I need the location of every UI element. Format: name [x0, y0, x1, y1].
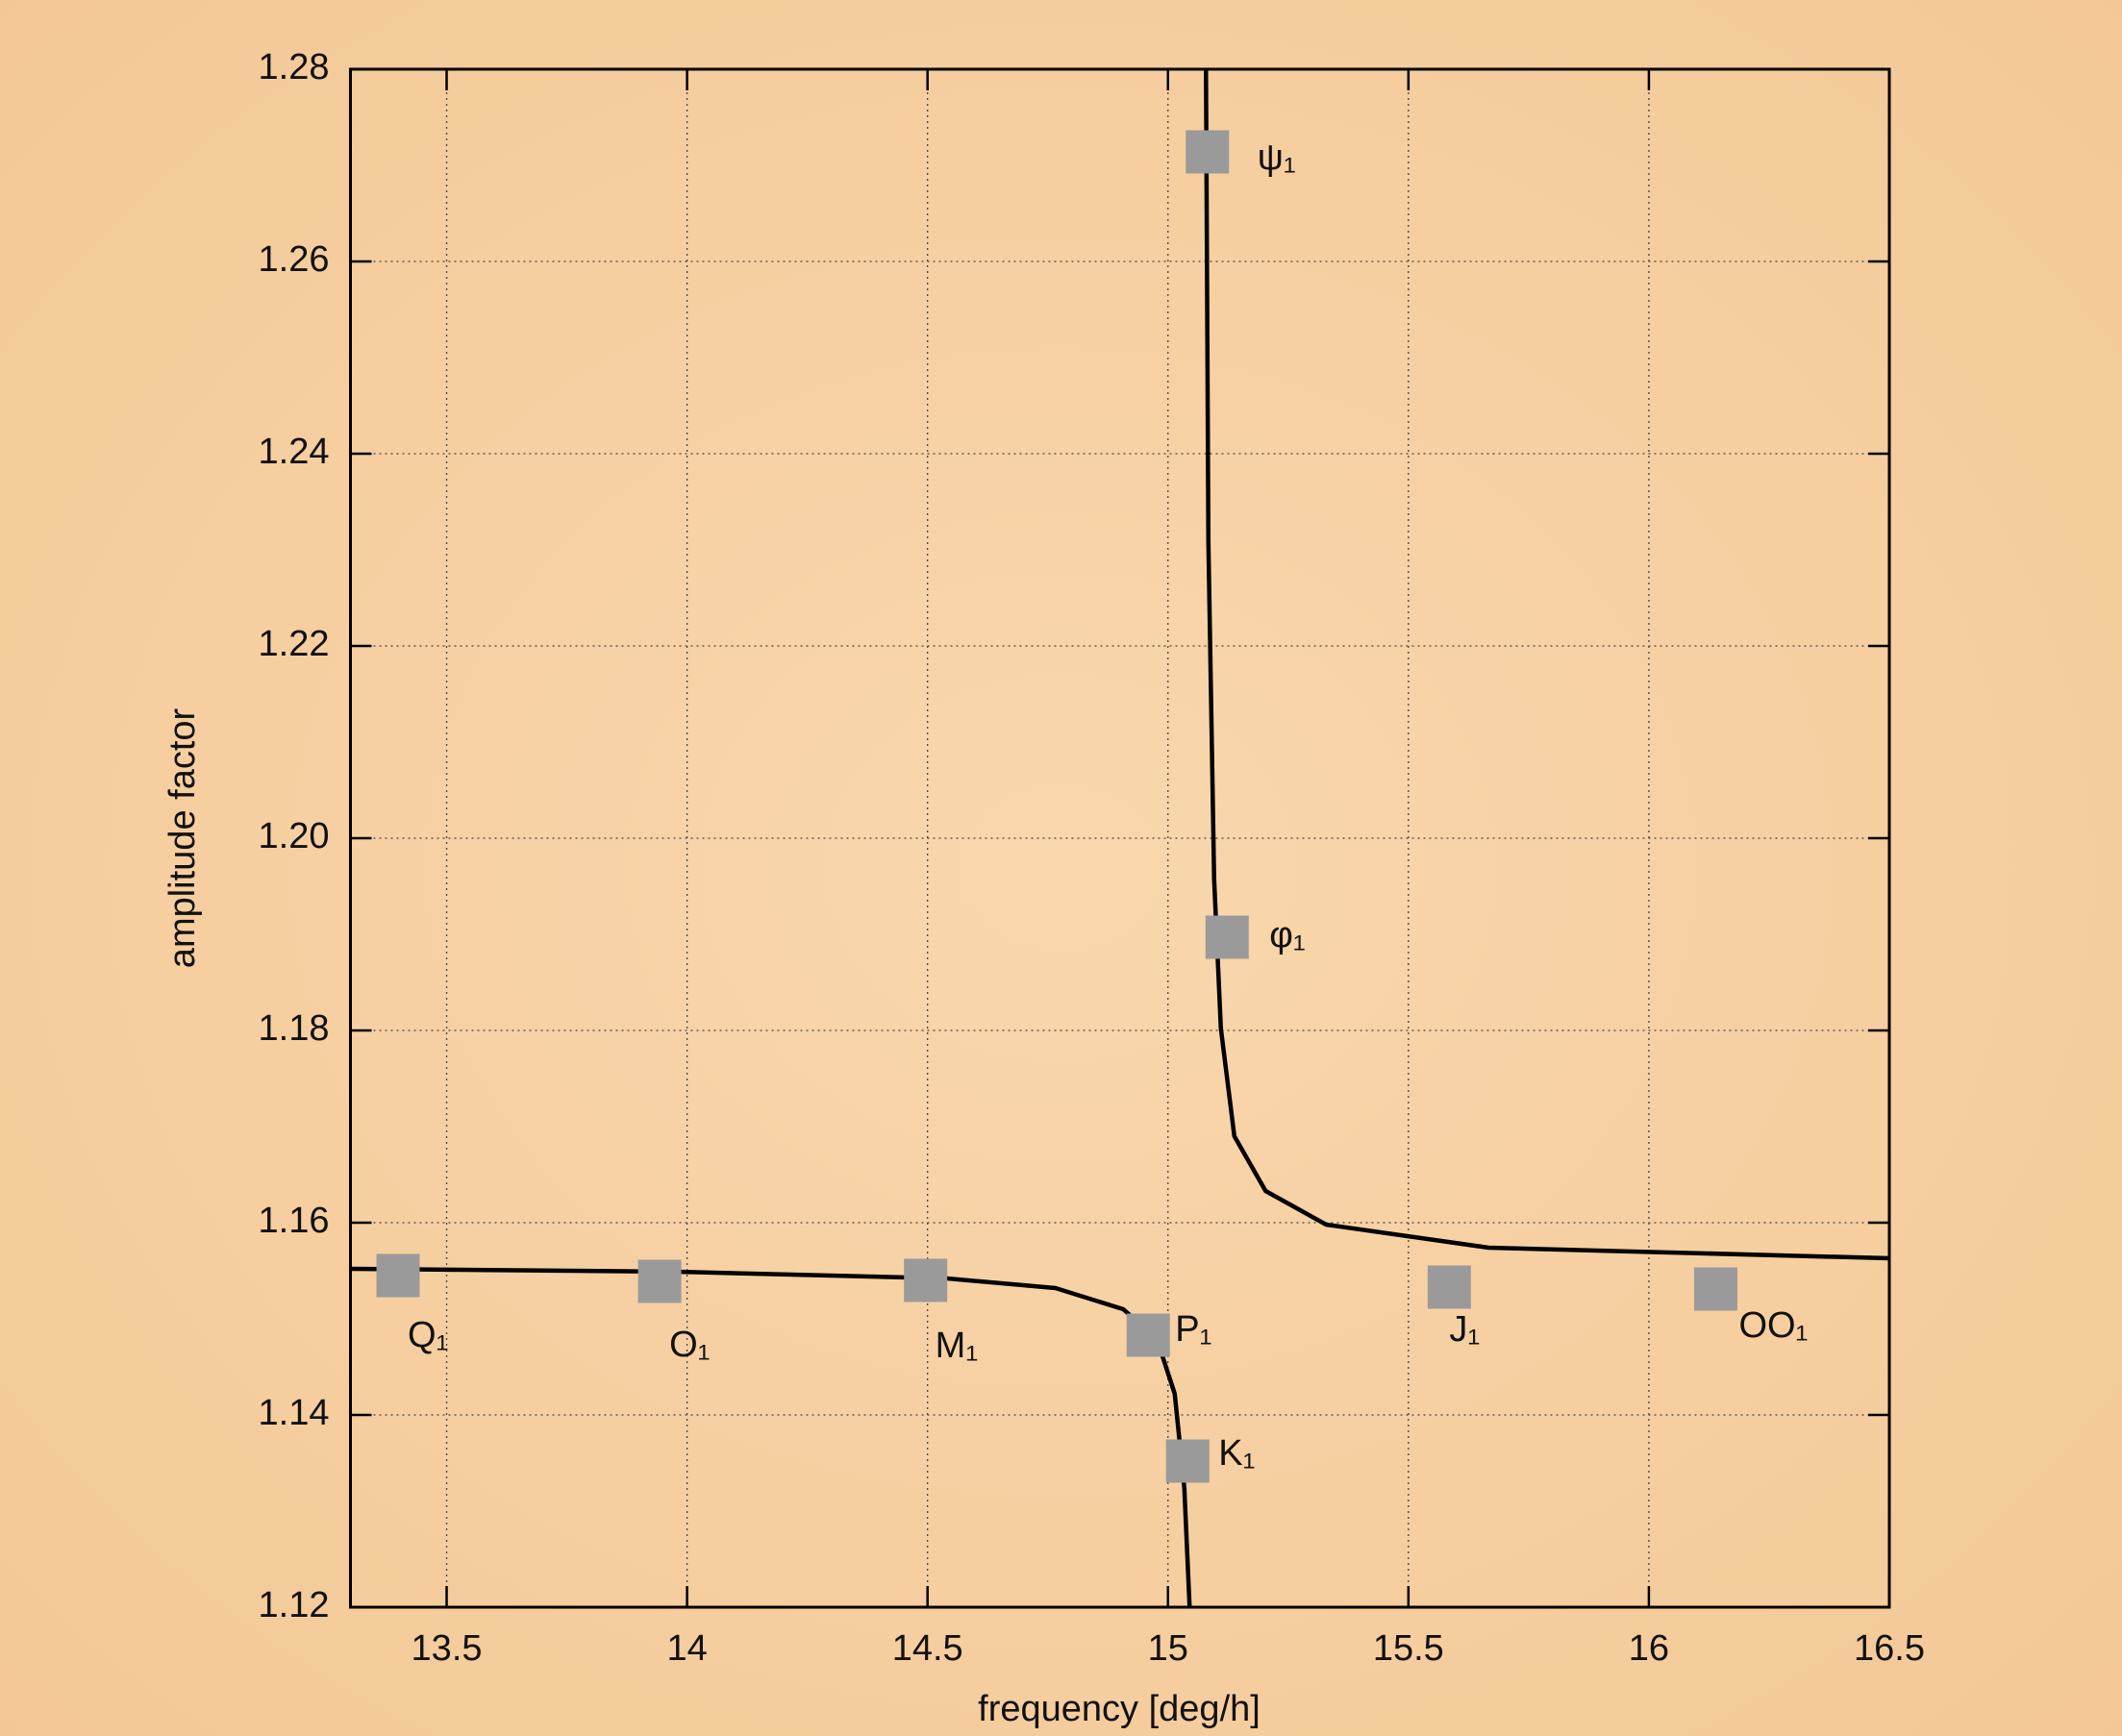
data-point [377, 1254, 420, 1298]
y-tick-label: 1.28 [259, 47, 330, 87]
data-point [1428, 1266, 1471, 1309]
y-tick-label: 1.14 [259, 1393, 330, 1433]
x-tick-label: 15.5 [1373, 1628, 1444, 1669]
point-label: K₁ [1218, 1433, 1255, 1474]
data-point [1694, 1268, 1737, 1311]
x-tick-label: 13.5 [412, 1628, 483, 1669]
y-tick-label: 1.24 [259, 432, 330, 472]
y-tick-label: 1.18 [259, 1008, 330, 1049]
point-label: φ₁ [1269, 915, 1305, 955]
point-label: M₁ [936, 1326, 978, 1366]
y-tick-label: 1.22 [259, 624, 330, 664]
x-tick-label: 14.5 [892, 1628, 963, 1669]
y-axis-label: amplitude factor [162, 707, 203, 968]
page: frequency [deg/h] amplitude factor 1.12 1… [0, 0, 2122, 1736]
y-tick-label: 1.20 [259, 816, 330, 856]
point-label: OO₁ [1738, 1305, 1808, 1346]
data-point [1206, 916, 1249, 959]
x-tick-label: 15 [1148, 1628, 1188, 1669]
y-tick-label: 1.16 [259, 1201, 330, 1241]
point-label: J₁ [1449, 1309, 1480, 1350]
point-label: ψ₁ [1258, 137, 1296, 178]
x-axis-label: frequency [deg/h] [978, 1689, 1261, 1729]
data-point [638, 1260, 682, 1303]
x-tick-label: 16 [1629, 1628, 1669, 1669]
y-tick-label: 1.26 [259, 239, 330, 280]
point-label: Q₁ [408, 1315, 448, 1355]
data-point [1166, 1440, 1210, 1483]
x-tick-label: 14 [666, 1628, 707, 1669]
chart: frequency [deg/h] amplitude factor 1.12 1… [0, 0, 2122, 1736]
data-point [1127, 1314, 1170, 1357]
point-label: O₁ [669, 1325, 710, 1365]
y-tick-label: 1.12 [259, 1585, 330, 1625]
data-point [1186, 131, 1229, 174]
point-label: P₁ [1175, 1309, 1211, 1350]
x-tick-label: 16.5 [1854, 1628, 1925, 1669]
data-point [904, 1259, 947, 1302]
